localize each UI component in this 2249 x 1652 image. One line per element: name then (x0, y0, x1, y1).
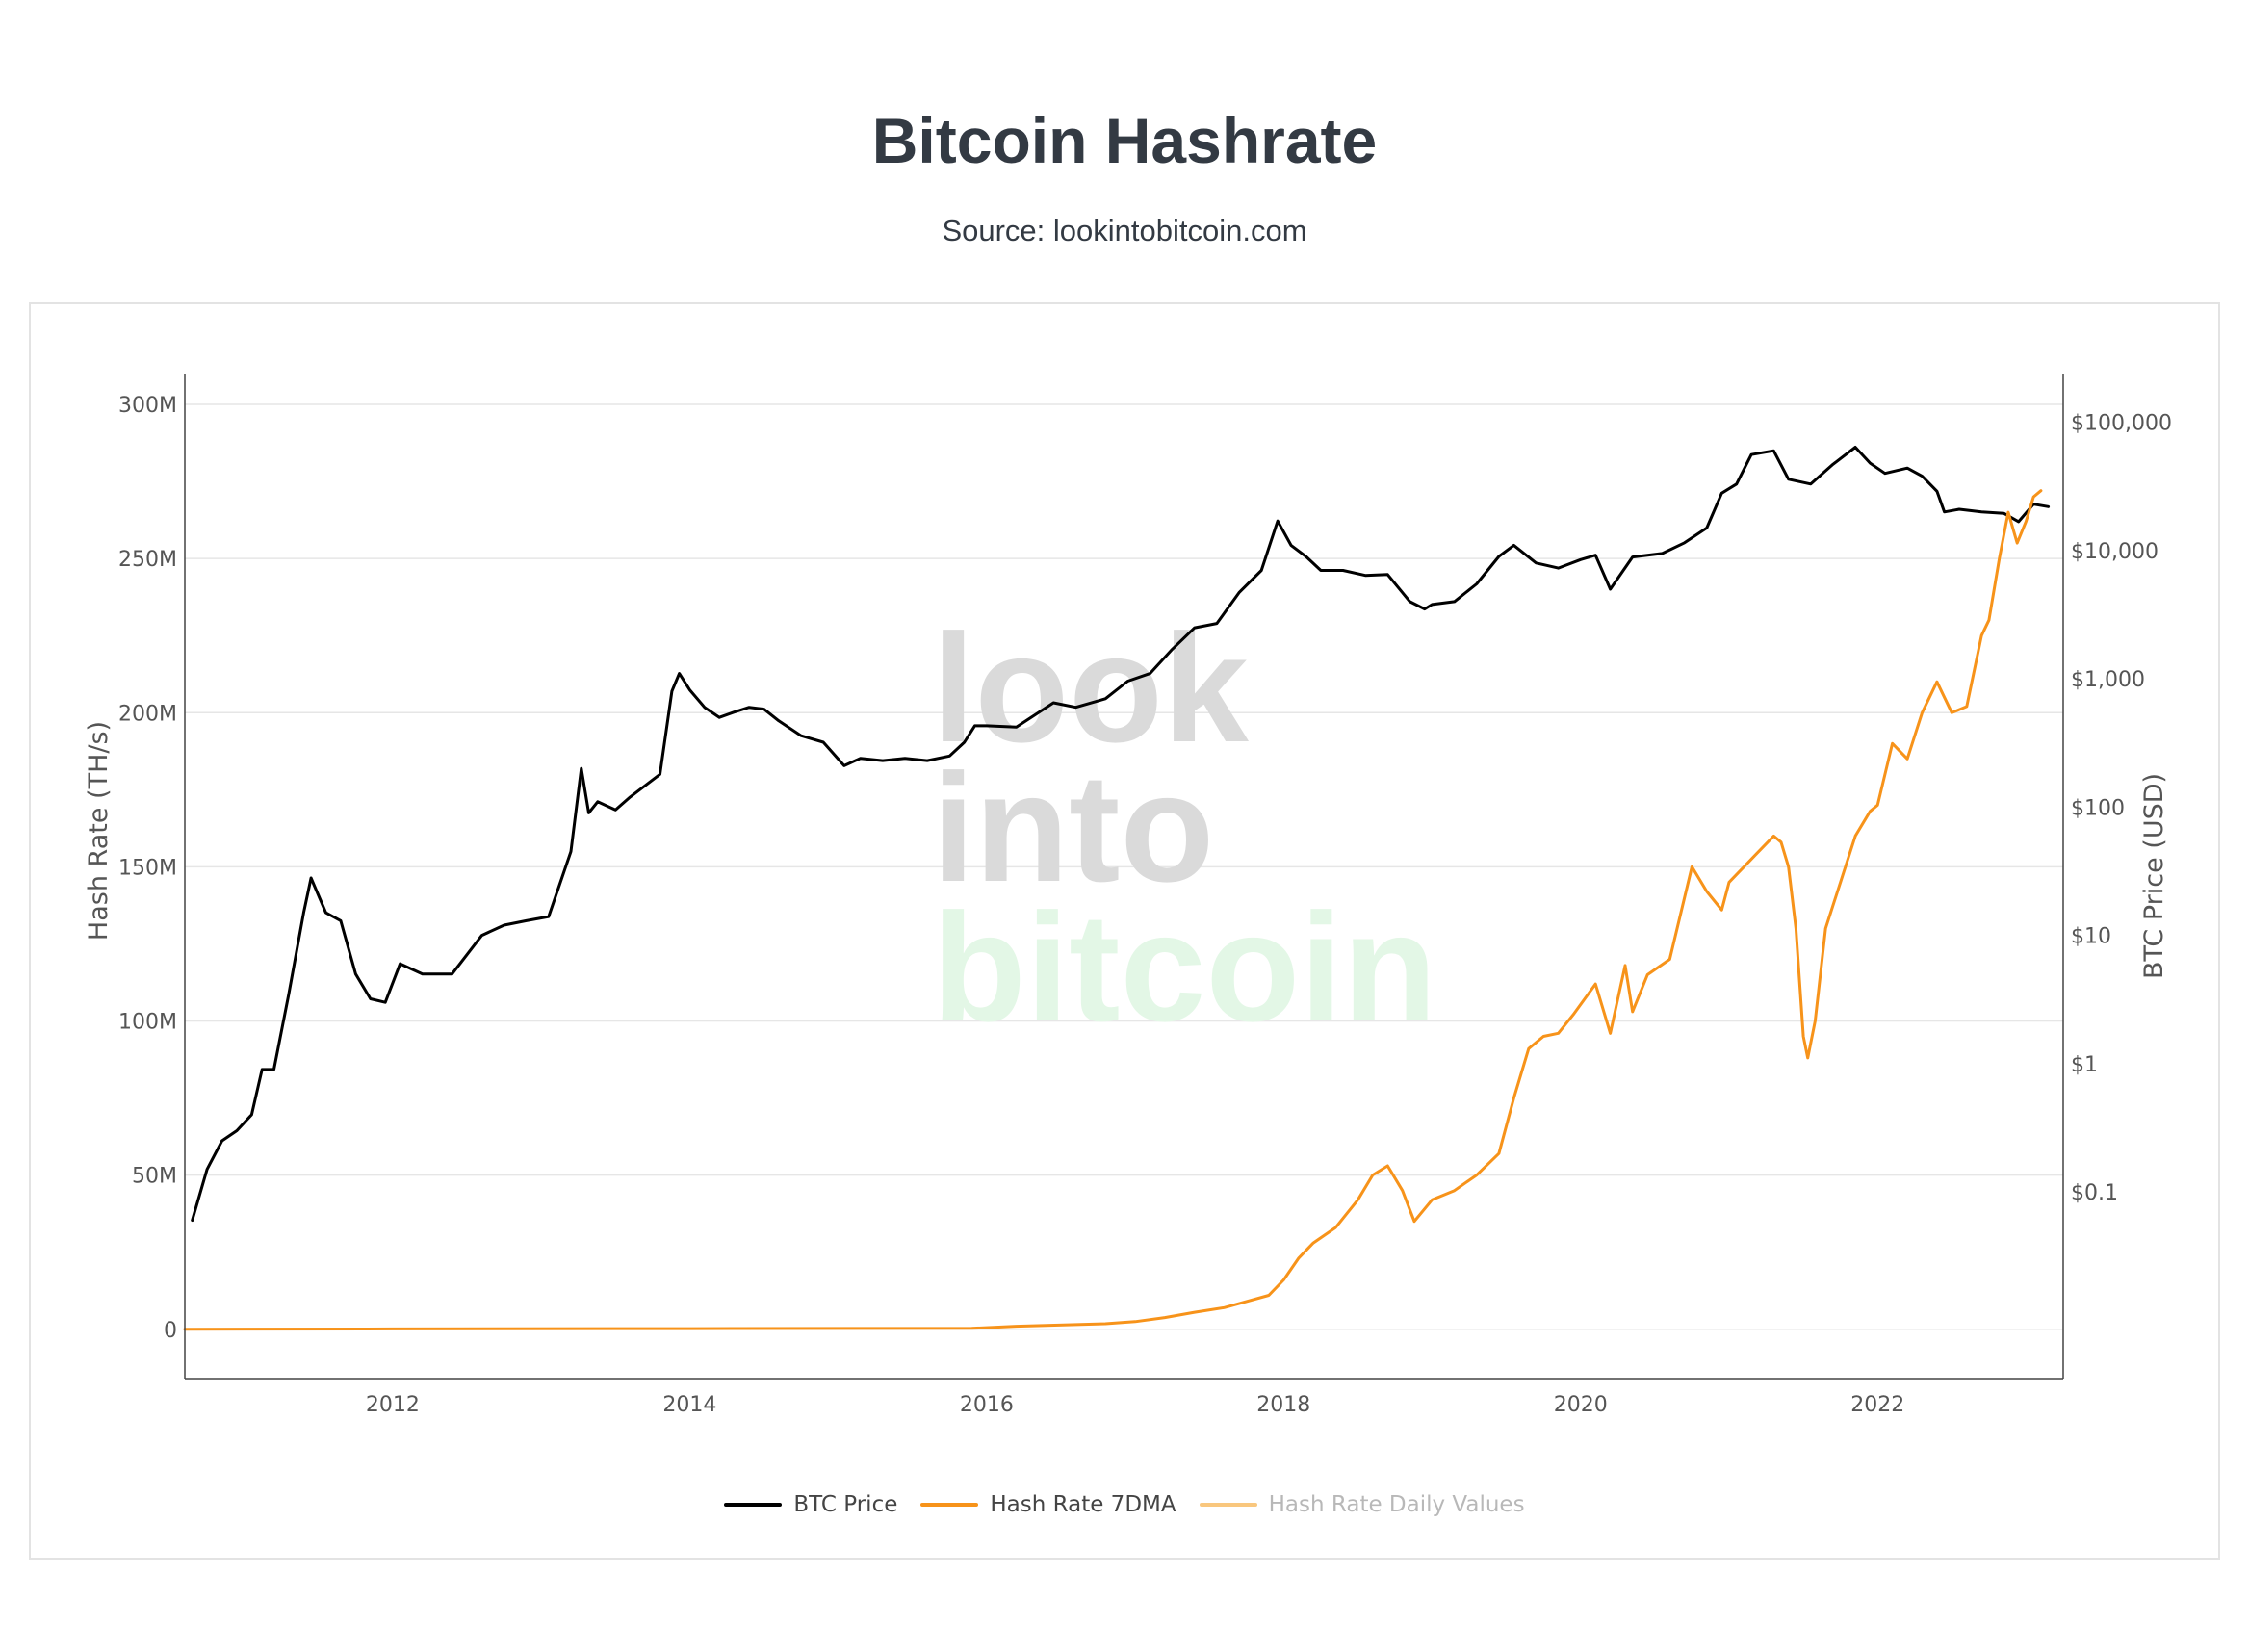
legend-swatch-hash-rate-daily (1199, 1503, 1257, 1507)
y-tick-label: 100M (118, 1011, 177, 1035)
y2-axis-title: BTC Price (USD) (2139, 773, 2169, 979)
watermark-line-bitcoin: bitcoin (932, 881, 1436, 1053)
y2-tick-label: $1,000 (2071, 668, 2145, 692)
y-tick-label: 0 (164, 1319, 177, 1343)
legend-label-btc-price: BTC Price (793, 1492, 898, 1517)
legend-swatch-btc-price (724, 1503, 783, 1507)
watermark-line-into: into (932, 741, 1214, 914)
btc-price-line (191, 446, 2051, 1223)
y-tick-label: 250M (118, 548, 177, 572)
x-tick-label: 2020 (1554, 1393, 1608, 1417)
axes: 0 50M 100M 150M 200M 250M 300M $0.1 $1 $10 $100 $1,… (118, 374, 2172, 1417)
legend-item-hash-rate-daily[interactable]: Hash Rate Daily Values (1199, 1492, 1525, 1517)
y2-tick-label: $100 (2071, 796, 2125, 820)
chart-legend: BTC Price Hash Rate 7DMA Hash Rate Daily… (0, 1492, 2249, 1517)
x-tick-label: 2018 (1256, 1393, 1310, 1417)
legend-label-hash-rate-daily: Hash Rate Daily Values (1268, 1492, 1525, 1517)
series-lines (183, 446, 2051, 1331)
gridlines (185, 403, 2063, 1330)
page-title: Bitcoin Hashrate (871, 105, 1378, 176)
y2-tick-label: $0.1 (2071, 1181, 2118, 1205)
y-axis-title: Hash Rate (TH/s) (84, 721, 114, 941)
y2-tick-label: $10,000 (2071, 540, 2159, 564)
y2-tick-label: $10 (2071, 925, 2111, 949)
x-tick-label: 2012 (366, 1393, 420, 1417)
legend-swatch-hash-rate-7dma (920, 1503, 979, 1507)
x-tick-label: 2016 (960, 1393, 1014, 1417)
y-tick-label: 50M (132, 1165, 177, 1189)
y-tick-label: 300M (118, 394, 177, 418)
y2-tick-label: $1 (2071, 1053, 2098, 1077)
x-tick-label: 2022 (1850, 1393, 1904, 1417)
chart-subtitle: Source: lookintobitcoin.com (942, 214, 1307, 247)
x-tick-label: 2014 (662, 1393, 716, 1417)
watermark: look into bitcoin (932, 602, 1436, 1053)
y2-tick-label: $100,000 (2071, 412, 2172, 436)
y-tick-label: 200M (118, 702, 177, 726)
legend-label-hash-rate-7dma: Hash Rate 7DMA (990, 1492, 1176, 1517)
legend-item-hash-rate-7dma[interactable]: Hash Rate 7DMA (920, 1492, 1176, 1517)
y-tick-label: 150M (118, 856, 177, 880)
hash-rate-7dma-line (183, 489, 2043, 1331)
legend-item-btc-price[interactable]: BTC Price (724, 1492, 897, 1517)
watermark-line-look: look (932, 602, 1250, 774)
chart-card (29, 302, 2220, 1560)
